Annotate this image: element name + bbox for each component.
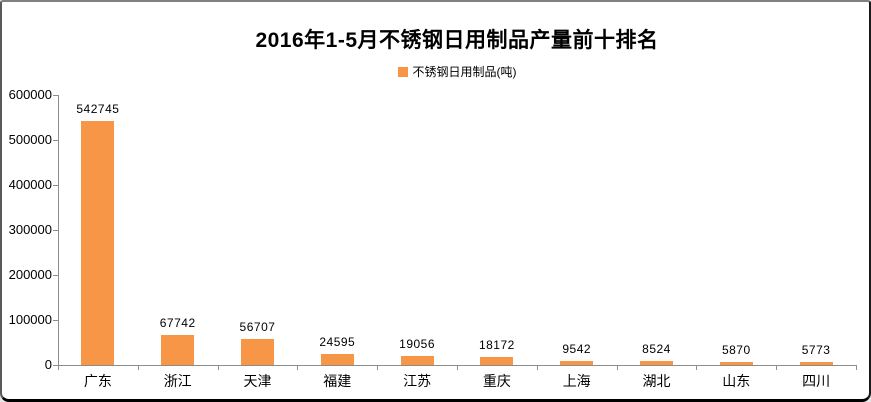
bar-value-label: 9542: [562, 342, 592, 356]
bar-value-label: 24595: [319, 335, 356, 349]
y-axis-line: [58, 95, 59, 369]
x-axis-line: [58, 365, 857, 366]
bar-value-label: 8524: [642, 342, 671, 356]
y-axis-tick: [53, 320, 58, 321]
bar-value-label: 56707: [239, 320, 276, 334]
y-axis-tick-label: 400000: [8, 177, 52, 192]
bar: [320, 354, 354, 365]
x-axis-tick: [537, 366, 538, 370]
y-axis-tick: [53, 95, 58, 96]
bar: [719, 362, 753, 365]
x-axis-tick: [138, 366, 139, 370]
x-axis-label: 天津: [243, 373, 272, 389]
bar: [81, 121, 115, 365]
y-axis-tick: [53, 230, 58, 231]
x-axis-label: 四川: [802, 373, 831, 389]
x-axis-tick: [377, 366, 378, 370]
x-axis-label: 江苏: [403, 373, 432, 389]
x-axis-tick: [617, 366, 618, 370]
x-axis-tick: [218, 366, 219, 370]
y-axis-tick-label: 300000: [8, 222, 52, 237]
x-axis-tick: [58, 366, 59, 370]
bar: [241, 339, 274, 365]
x-axis-label: 广东: [83, 373, 112, 389]
bar: [400, 356, 434, 365]
y-axis-tick: [53, 365, 58, 366]
x-axis-tick: [856, 366, 857, 370]
bar: [560, 361, 594, 365]
y-axis-tick-label: 0: [44, 357, 52, 372]
x-axis-label: 山东: [722, 373, 751, 389]
y-axis-tick: [53, 140, 58, 141]
y-axis-tick: [53, 185, 58, 186]
y-axis-tick-label: 200000: [8, 267, 52, 282]
x-axis-label: 湖北: [642, 373, 671, 389]
bar-value-label: 5773: [801, 343, 831, 357]
bar: [161, 335, 195, 365]
bar: [640, 361, 673, 365]
bar-value-label: 18172: [478, 338, 515, 352]
y-axis-tick-label: 600000: [8, 87, 52, 102]
x-axis-tick: [776, 366, 777, 370]
x-axis-tick: [297, 366, 298, 370]
legend: 不锈钢日用制品(吨): [58, 63, 856, 80]
x-axis-tick: [696, 366, 697, 370]
legend-item: 不锈钢日用制品(吨): [397, 63, 517, 80]
bar: [799, 362, 833, 365]
bar-value-label: 542745: [76, 102, 120, 116]
x-axis-tick: [457, 366, 458, 370]
chart-title: 2016年1-5月不锈钢日用制品产量前十排名: [255, 29, 659, 52]
y-axis-tick: [53, 275, 58, 276]
x-axis-label: 重庆: [482, 373, 511, 389]
bar-value-label: 19056: [399, 337, 436, 351]
legend-label: 不锈钢日用制品(吨): [412, 65, 517, 79]
legend-marker-icon: [397, 66, 408, 77]
bar-value-label: 5870: [721, 343, 751, 357]
x-axis-label: 上海: [562, 373, 591, 389]
y-axis-tick-label: 500000: [8, 132, 52, 147]
x-axis-label: 浙江: [163, 373, 192, 389]
x-axis-label: 福建: [323, 373, 352, 389]
bar: [480, 357, 514, 365]
bar-value-label: 67742: [159, 316, 196, 330]
y-axis-tick-label: 100000: [8, 312, 52, 327]
